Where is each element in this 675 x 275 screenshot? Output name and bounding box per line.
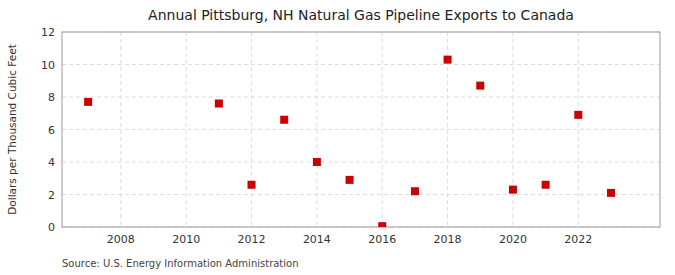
y-tick-label: 6	[48, 124, 55, 137]
grid-line-x	[120, 32, 121, 227]
x-tick-label: 2010	[172, 233, 200, 246]
grid-line-y	[62, 162, 660, 163]
point	[248, 181, 256, 189]
point	[280, 116, 288, 124]
point	[215, 100, 223, 108]
x-tick-label: 2018	[434, 233, 462, 246]
point	[607, 189, 615, 197]
grid-line-x	[186, 32, 187, 227]
y-tick-label: 10	[41, 59, 55, 72]
points	[84, 56, 615, 227]
point	[444, 56, 452, 64]
grid-line-y	[62, 194, 660, 195]
source: Source: U.S. Energy Information Administ…	[62, 258, 299, 269]
x-tick-label: 2012	[238, 233, 266, 246]
grid-line-x	[316, 32, 317, 227]
point	[378, 222, 386, 227]
point	[313, 158, 321, 166]
y-tick-label: 8	[48, 91, 55, 104]
x-tick-label: 2008	[107, 233, 135, 246]
point	[346, 176, 354, 184]
grid-line-x	[251, 32, 252, 227]
x-tick-label: 2014	[303, 233, 331, 246]
y-axis-label: Dollars per Thousand Cubic Feet	[6, 44, 18, 215]
point	[84, 98, 92, 106]
chart: 0 2 4 6 8 10 12 2008 2010 2012 2014 2016 2018 2020 202…	[0, 0, 675, 275]
grid-line-x	[382, 32, 383, 227]
plot-frame	[62, 32, 660, 227]
grid-line-y	[62, 129, 660, 130]
y-tick-label: 0	[48, 221, 55, 234]
y-tick-label: 2	[48, 189, 55, 202]
grid-line-y	[62, 97, 660, 98]
point	[509, 186, 517, 194]
point	[542, 181, 550, 189]
grid-line-x	[512, 32, 513, 227]
y-tick-label: 4	[48, 156, 55, 169]
x-tick-label: 2016	[368, 233, 396, 246]
title: Annual Pittsburg, NH Natural Gas Pipelin…	[148, 7, 574, 23]
point	[411, 187, 419, 195]
x-tick-label: 2022	[564, 233, 592, 246]
grid-line-x	[578, 32, 579, 227]
point	[476, 82, 484, 90]
grid-line-y	[62, 64, 660, 65]
x-tick-label: 2020	[499, 233, 527, 246]
point	[574, 111, 582, 119]
y-tick-label: 12	[41, 26, 55, 39]
